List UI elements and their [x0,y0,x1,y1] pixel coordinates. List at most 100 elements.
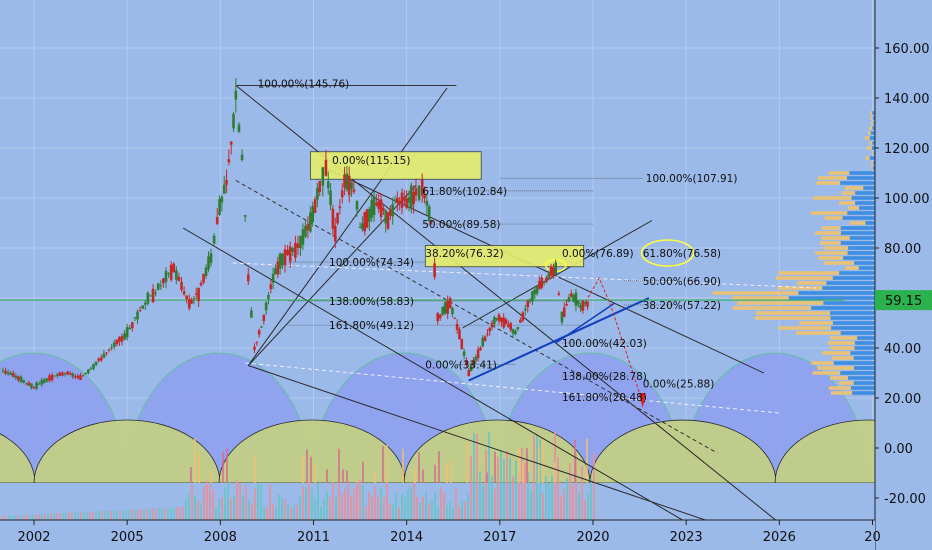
volume-bar [386,445,388,483]
volume-bar [450,459,452,483]
profile-bar-down [848,246,875,250]
volume-bar [586,438,588,483]
candle-body [81,375,85,377]
candle-body [462,351,466,356]
volume-bar [356,482,358,520]
volume-bar [236,480,238,520]
candle-body [350,182,353,189]
candle-body [403,197,406,201]
candle-body [410,185,413,208]
volume-bar [74,512,76,520]
candle-body [368,209,371,222]
profile-bar-up [821,236,850,240]
volume-bar [306,449,308,483]
volume-bar [68,512,70,520]
candle-body [11,373,15,377]
profile-bar-up [847,206,860,210]
profile-bar-up [830,391,853,395]
candle-body [438,314,442,319]
profile-bar-down [850,351,875,355]
volume-bar [414,467,416,483]
pitchfork-upper [247,87,448,366]
volume-bar [206,480,208,520]
y-tick-label: 40.00 [884,342,921,357]
candle-body [446,300,449,314]
profile-bar-up [796,281,827,285]
candle-body [495,317,499,320]
volume-bar [281,498,283,520]
volume-bar [203,486,205,520]
volume-bar [326,491,328,520]
volume-bar [278,494,280,520]
volume-bar [344,489,346,520]
volume-bar [500,450,502,520]
candle-body [131,322,134,329]
candle-body [384,210,388,224]
volume-bar [23,514,25,520]
profile-bar-down [849,236,875,240]
profile-bar-up [871,166,873,170]
profile-bar-down [872,141,875,145]
profile-bar-up [830,336,858,340]
x-tick-label: 2023 [670,530,703,545]
support-line [555,302,616,344]
volume-bar [17,515,19,520]
profile-bar-up [819,241,841,245]
candle-body [497,314,501,321]
profile-bar-down [854,341,875,345]
profile-bar-up [824,216,843,220]
candle-body [180,281,183,290]
candle-body [164,270,168,282]
volume-bar [98,511,100,520]
volume-bar [80,512,82,520]
volume-bar [320,506,322,520]
candle-body [84,372,88,375]
volume-bar [470,456,472,520]
y-tick-label: -20.00 [884,492,926,507]
y-axis[interactable]: 160.00140.00120.00100.0080.0060.0040.002… [874,0,932,550]
profile-bar-down [855,191,875,195]
volume-bar [190,467,192,483]
profile-bar-up [864,136,870,140]
profile-bar-down [851,196,875,200]
candle-body [92,363,95,369]
candle-body [407,197,411,203]
candle-body [175,270,178,280]
volume-bar [440,487,442,520]
candle-body [182,291,186,295]
volume-bar [302,486,304,520]
candle-body [414,188,418,196]
candle-body [68,373,72,375]
volume-bar [269,484,271,520]
candle-body [138,310,142,312]
volume-bar [266,507,268,520]
profile-bar-down [826,281,875,285]
volume-bar [392,503,394,520]
candle-body [45,378,49,382]
volume-bar [182,506,184,520]
candle-body [377,201,381,209]
volume-bar [419,503,421,520]
profile-bar-up [817,366,855,370]
profile-bar-down [840,231,875,235]
fib-label: 50.00%(89.58) [422,219,500,231]
volume-bar [149,508,151,520]
highlight-box [424,245,585,268]
candle-body [194,293,198,295]
volume-bar [86,511,88,520]
profile-bar-up [870,116,873,120]
volume-bar [418,452,420,483]
profile-bar-down [857,336,875,340]
volume-bar [164,507,166,520]
volume-bar [41,514,43,520]
volume-bar [335,496,337,520]
volume-bar [107,510,109,520]
candle-body [313,199,317,213]
volume-bar [545,475,547,520]
volume-bar [491,475,493,520]
candle-body [516,326,520,330]
volume-bar [221,496,223,520]
candle-body [243,215,247,217]
x-axis[interactable]: 2002 2005 2008 2011 2014 2017 2020 2023 2026 20 [0,519,881,550]
